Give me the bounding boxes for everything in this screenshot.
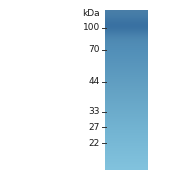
Text: 33: 33 <box>89 107 100 116</box>
Text: 70: 70 <box>89 46 100 55</box>
Text: kDa: kDa <box>82 10 100 19</box>
Text: 22: 22 <box>89 138 100 147</box>
Text: 44: 44 <box>89 78 100 87</box>
Text: 100: 100 <box>83 24 100 33</box>
Text: 27: 27 <box>89 123 100 132</box>
